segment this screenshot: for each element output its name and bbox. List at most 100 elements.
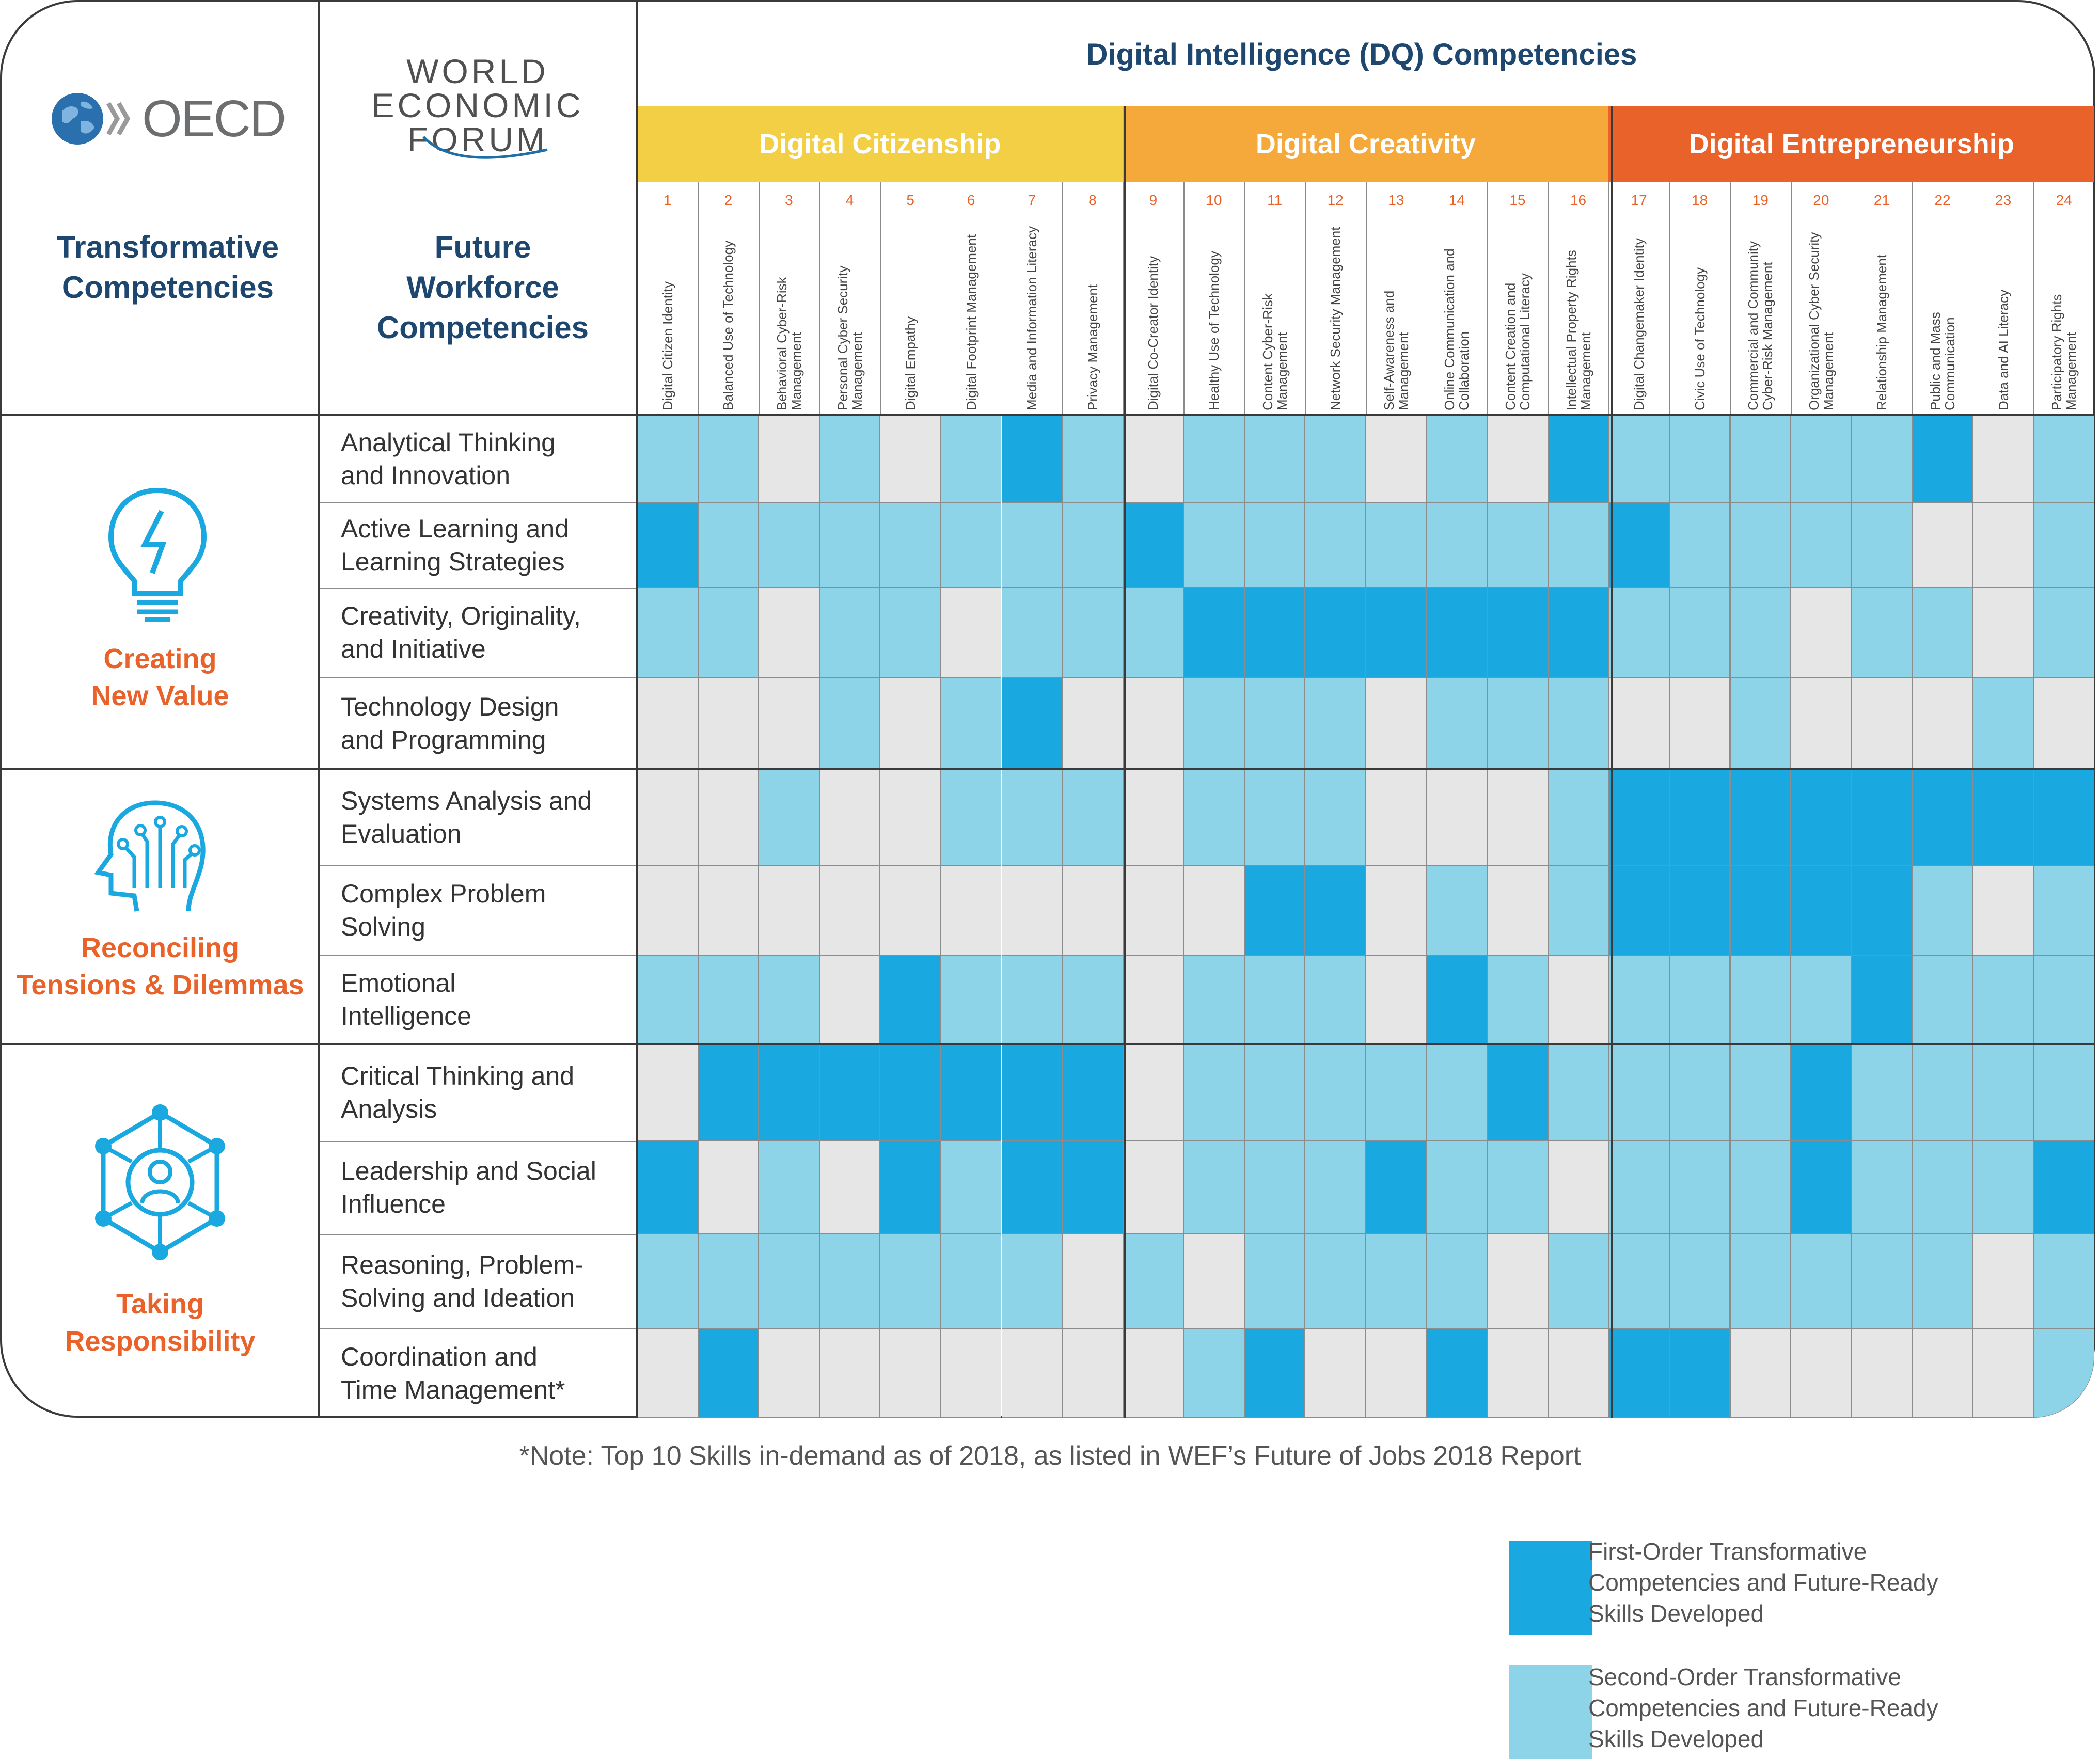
matrix-cell xyxy=(1062,1044,1123,1141)
skill-label: Analytical Thinking and Innovation xyxy=(341,416,635,502)
skill-text: Emotional Intelligence xyxy=(341,966,471,1033)
skill-line: Evaluation xyxy=(341,819,462,848)
matrix-cell xyxy=(880,588,941,677)
matrix-cell xyxy=(2033,955,2094,1044)
matrix-cell xyxy=(1487,1044,1548,1141)
skill-label: Critical Thinking and Analysis xyxy=(341,1044,635,1141)
dq-competency-label: Participatory Rights Management xyxy=(2049,294,2079,410)
skill-text: Technology Design and Programming xyxy=(341,690,559,756)
matrix-cell xyxy=(1305,588,1366,677)
group-label-line: Creating xyxy=(103,643,217,674)
dq-number: 11 xyxy=(1267,192,1283,208)
matrix-cell xyxy=(1608,769,1669,865)
matrix-cell xyxy=(1244,865,1305,955)
column-separator xyxy=(1608,182,1609,415)
dq-competency-label: Self-Awareness and Management xyxy=(1381,290,1411,410)
matrix-cell xyxy=(637,1328,698,1418)
row-separator xyxy=(319,955,637,956)
skill-line: Leadership and Social xyxy=(341,1156,596,1185)
skill-line: Reasoning, Problem- xyxy=(341,1250,583,1279)
matrix-cell xyxy=(759,1328,819,1418)
skill-line: and Programming xyxy=(341,725,546,754)
matrix-cell xyxy=(1669,1044,1730,1141)
dq-number: 9 xyxy=(1149,192,1158,208)
dq-competency-cell: Healthy Use of Technology xyxy=(1183,219,1244,410)
matrix-cell xyxy=(1123,1328,1184,1418)
skill-line: Analysis xyxy=(341,1095,437,1123)
matrix-cell xyxy=(940,1328,1002,1418)
matrix-cell xyxy=(1123,1141,1184,1234)
matrix-cell xyxy=(1972,865,2034,955)
dq-competency-label: Relationship Management xyxy=(1874,254,1890,410)
matrix-cell xyxy=(1851,1044,1913,1141)
matrix-cell xyxy=(1730,1044,1791,1141)
skill-label: Leadership and Social Influence xyxy=(341,1141,635,1234)
matrix-cell xyxy=(1123,955,1184,1044)
matrix-cell xyxy=(759,955,819,1044)
matrix-cell xyxy=(1548,955,1609,1044)
wef-arc-icon xyxy=(422,136,548,159)
matrix-cell xyxy=(1062,1328,1123,1418)
matrix-cell xyxy=(637,677,698,769)
dq-competency-label: Public and Mass Communication xyxy=(1928,312,1958,410)
matrix-cell xyxy=(1851,865,1913,955)
dq-number: 6 xyxy=(967,192,975,208)
matrix-cell xyxy=(1548,769,1609,865)
matrix-cell xyxy=(1608,588,1669,677)
dq-number: 21 xyxy=(1873,192,1890,208)
matrix-cell xyxy=(819,677,880,769)
matrix-cell xyxy=(637,955,698,1044)
skill-line: Analytical Thinking xyxy=(341,428,556,457)
dq-number: 24 xyxy=(2056,192,2072,208)
matrix-cell xyxy=(1730,769,1791,865)
header-line: Competencies xyxy=(376,310,589,345)
matrix-cell xyxy=(1972,1328,2034,1418)
oecd-wordmark: OECD xyxy=(142,89,287,148)
skill-line: Solving xyxy=(341,912,425,941)
skill-label: Systems Analysis and Evaluation xyxy=(341,769,635,865)
matrix-cell xyxy=(1244,588,1305,677)
matrix-cell xyxy=(819,1044,880,1141)
matrix-cell xyxy=(1244,1141,1305,1234)
matrix-cell xyxy=(759,1234,819,1328)
dq-competency-label: Content Creation and Computational Liter… xyxy=(1502,273,1533,410)
matrix-cell xyxy=(1426,588,1488,677)
matrix-cell xyxy=(1062,416,1123,502)
dq-competency-cell: Public and Mass Communication xyxy=(1912,219,1973,410)
matrix-cell xyxy=(1730,588,1791,677)
matrix-cell xyxy=(1244,955,1305,1044)
matrix-cell xyxy=(1972,416,2034,502)
matrix-cell xyxy=(1487,588,1548,677)
matrix-cell xyxy=(1912,1234,1973,1328)
matrix-cell xyxy=(819,588,880,677)
dq-category-1: Digital Citizenship xyxy=(637,106,1123,182)
matrix-cell xyxy=(637,1234,698,1328)
dq-number: 1 xyxy=(664,192,672,208)
skill-text: Analytical Thinking and Innovation xyxy=(341,426,556,492)
matrix-cell xyxy=(759,865,819,955)
matrix-cell xyxy=(1608,1141,1669,1234)
matrix-cell xyxy=(880,865,941,955)
matrix-cell xyxy=(1669,588,1730,677)
matrix-cell xyxy=(1791,865,1852,955)
matrix-cell xyxy=(1123,865,1184,955)
matrix-cell xyxy=(940,502,1002,588)
matrix-cell xyxy=(759,677,819,769)
matrix-cell xyxy=(1123,677,1184,769)
dq-competency-label: Commercial and Community Cyber-Risk Mana… xyxy=(1745,241,1776,410)
dq-competency-cell: Privacy Management xyxy=(1062,219,1123,410)
skill-line: Active Learning and xyxy=(341,514,569,543)
dq-number: 10 xyxy=(1206,192,1222,208)
matrix-cell xyxy=(819,502,880,588)
matrix-cell xyxy=(1669,769,1730,865)
group-label-1: Creating New Value xyxy=(0,640,320,715)
skill-line: Learning Strategies xyxy=(341,547,565,576)
matrix-cell xyxy=(1912,865,1973,955)
matrix-cell xyxy=(1730,677,1791,769)
dq-competency-label: Healthy Use of Technology xyxy=(1206,251,1222,410)
dq-number: 17 xyxy=(1631,192,1647,208)
matrix-cell xyxy=(698,865,759,955)
matrix-cell xyxy=(1791,588,1852,677)
matrix-cell xyxy=(1912,677,1973,769)
dq-competency-cell: Personal Cyber Security Management xyxy=(819,219,880,410)
